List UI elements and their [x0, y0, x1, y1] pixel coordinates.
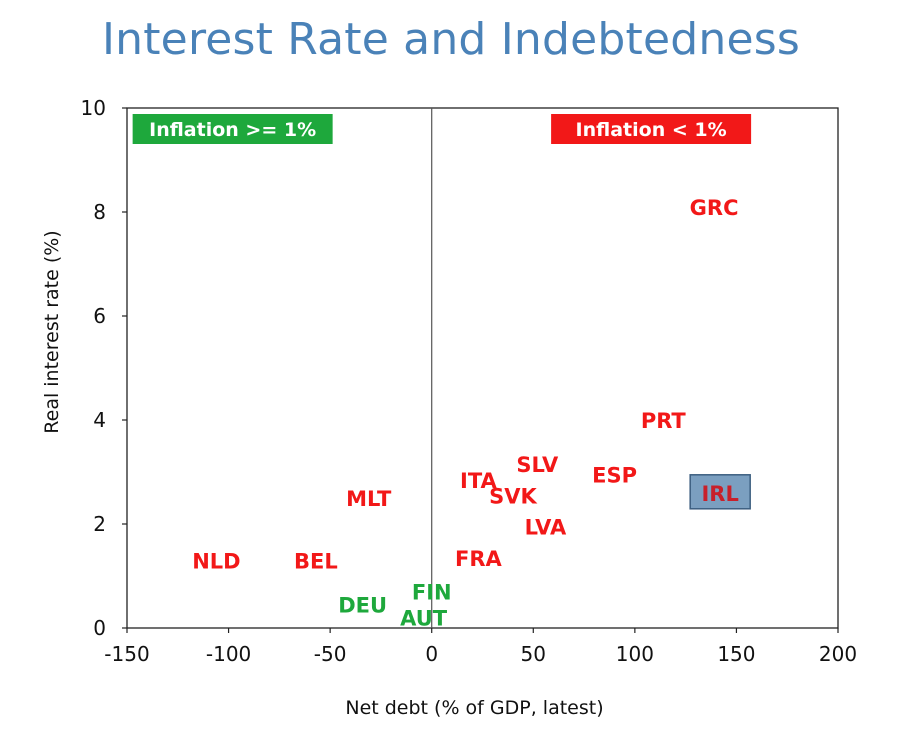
- data-point-lva: LVA: [525, 516, 567, 540]
- data-point-fra: FRA: [455, 547, 503, 571]
- x-tick-label: 200: [819, 642, 857, 666]
- data-point-ita: ITA: [460, 469, 498, 493]
- x-tick-label: 0: [425, 642, 438, 666]
- x-axis-label: Net debt (% of GDP, latest): [345, 697, 603, 719]
- x-tick-label: 100: [616, 642, 654, 666]
- data-point-mlt: MLT: [346, 487, 392, 511]
- y-tick-label: 2: [93, 512, 106, 536]
- data-point-slv: SLV: [516, 453, 559, 477]
- data-point-fin: FIN: [412, 581, 452, 605]
- y-tick-label: 6: [93, 304, 106, 328]
- data-point-irl: IRL: [701, 482, 738, 506]
- data-point-nld: NLD: [192, 549, 240, 573]
- x-tick-label: -100: [206, 642, 251, 666]
- data-point-prt: PRT: [641, 409, 687, 433]
- y-tick-label: 8: [93, 200, 106, 224]
- data-point-svk: SVK: [489, 484, 537, 508]
- legend-label: Inflation < 1%: [576, 119, 727, 141]
- y-tick-label: 0: [93, 616, 106, 640]
- x-tick-label: 50: [521, 642, 546, 666]
- data-point-deu: DEU: [338, 594, 387, 618]
- x-tick-label: 150: [717, 642, 755, 666]
- highlight-box-irl: [689, 474, 751, 510]
- legend-label: Inflation >= 1%: [149, 119, 316, 141]
- data-point-esp: ESP: [592, 464, 637, 488]
- y-tick-label: 10: [81, 96, 106, 120]
- chart-title: Interest Rate and Indebtedness: [101, 14, 801, 65]
- x-tick-label: -150: [104, 642, 149, 666]
- plot-frame: [126, 107, 839, 629]
- x-tick-label: -50: [314, 642, 347, 666]
- data-point-bel: BEL: [294, 549, 338, 573]
- y-axis-label: Real interest rate (%): [41, 230, 63, 433]
- data-point-aut: AUT: [400, 607, 448, 631]
- legend-badge-low-inflation: [551, 114, 752, 144]
- data-point-grc: GRC: [690, 196, 739, 220]
- y-tick-label: 4: [93, 408, 106, 432]
- legend-badge-high-inflation: [132, 114, 333, 144]
